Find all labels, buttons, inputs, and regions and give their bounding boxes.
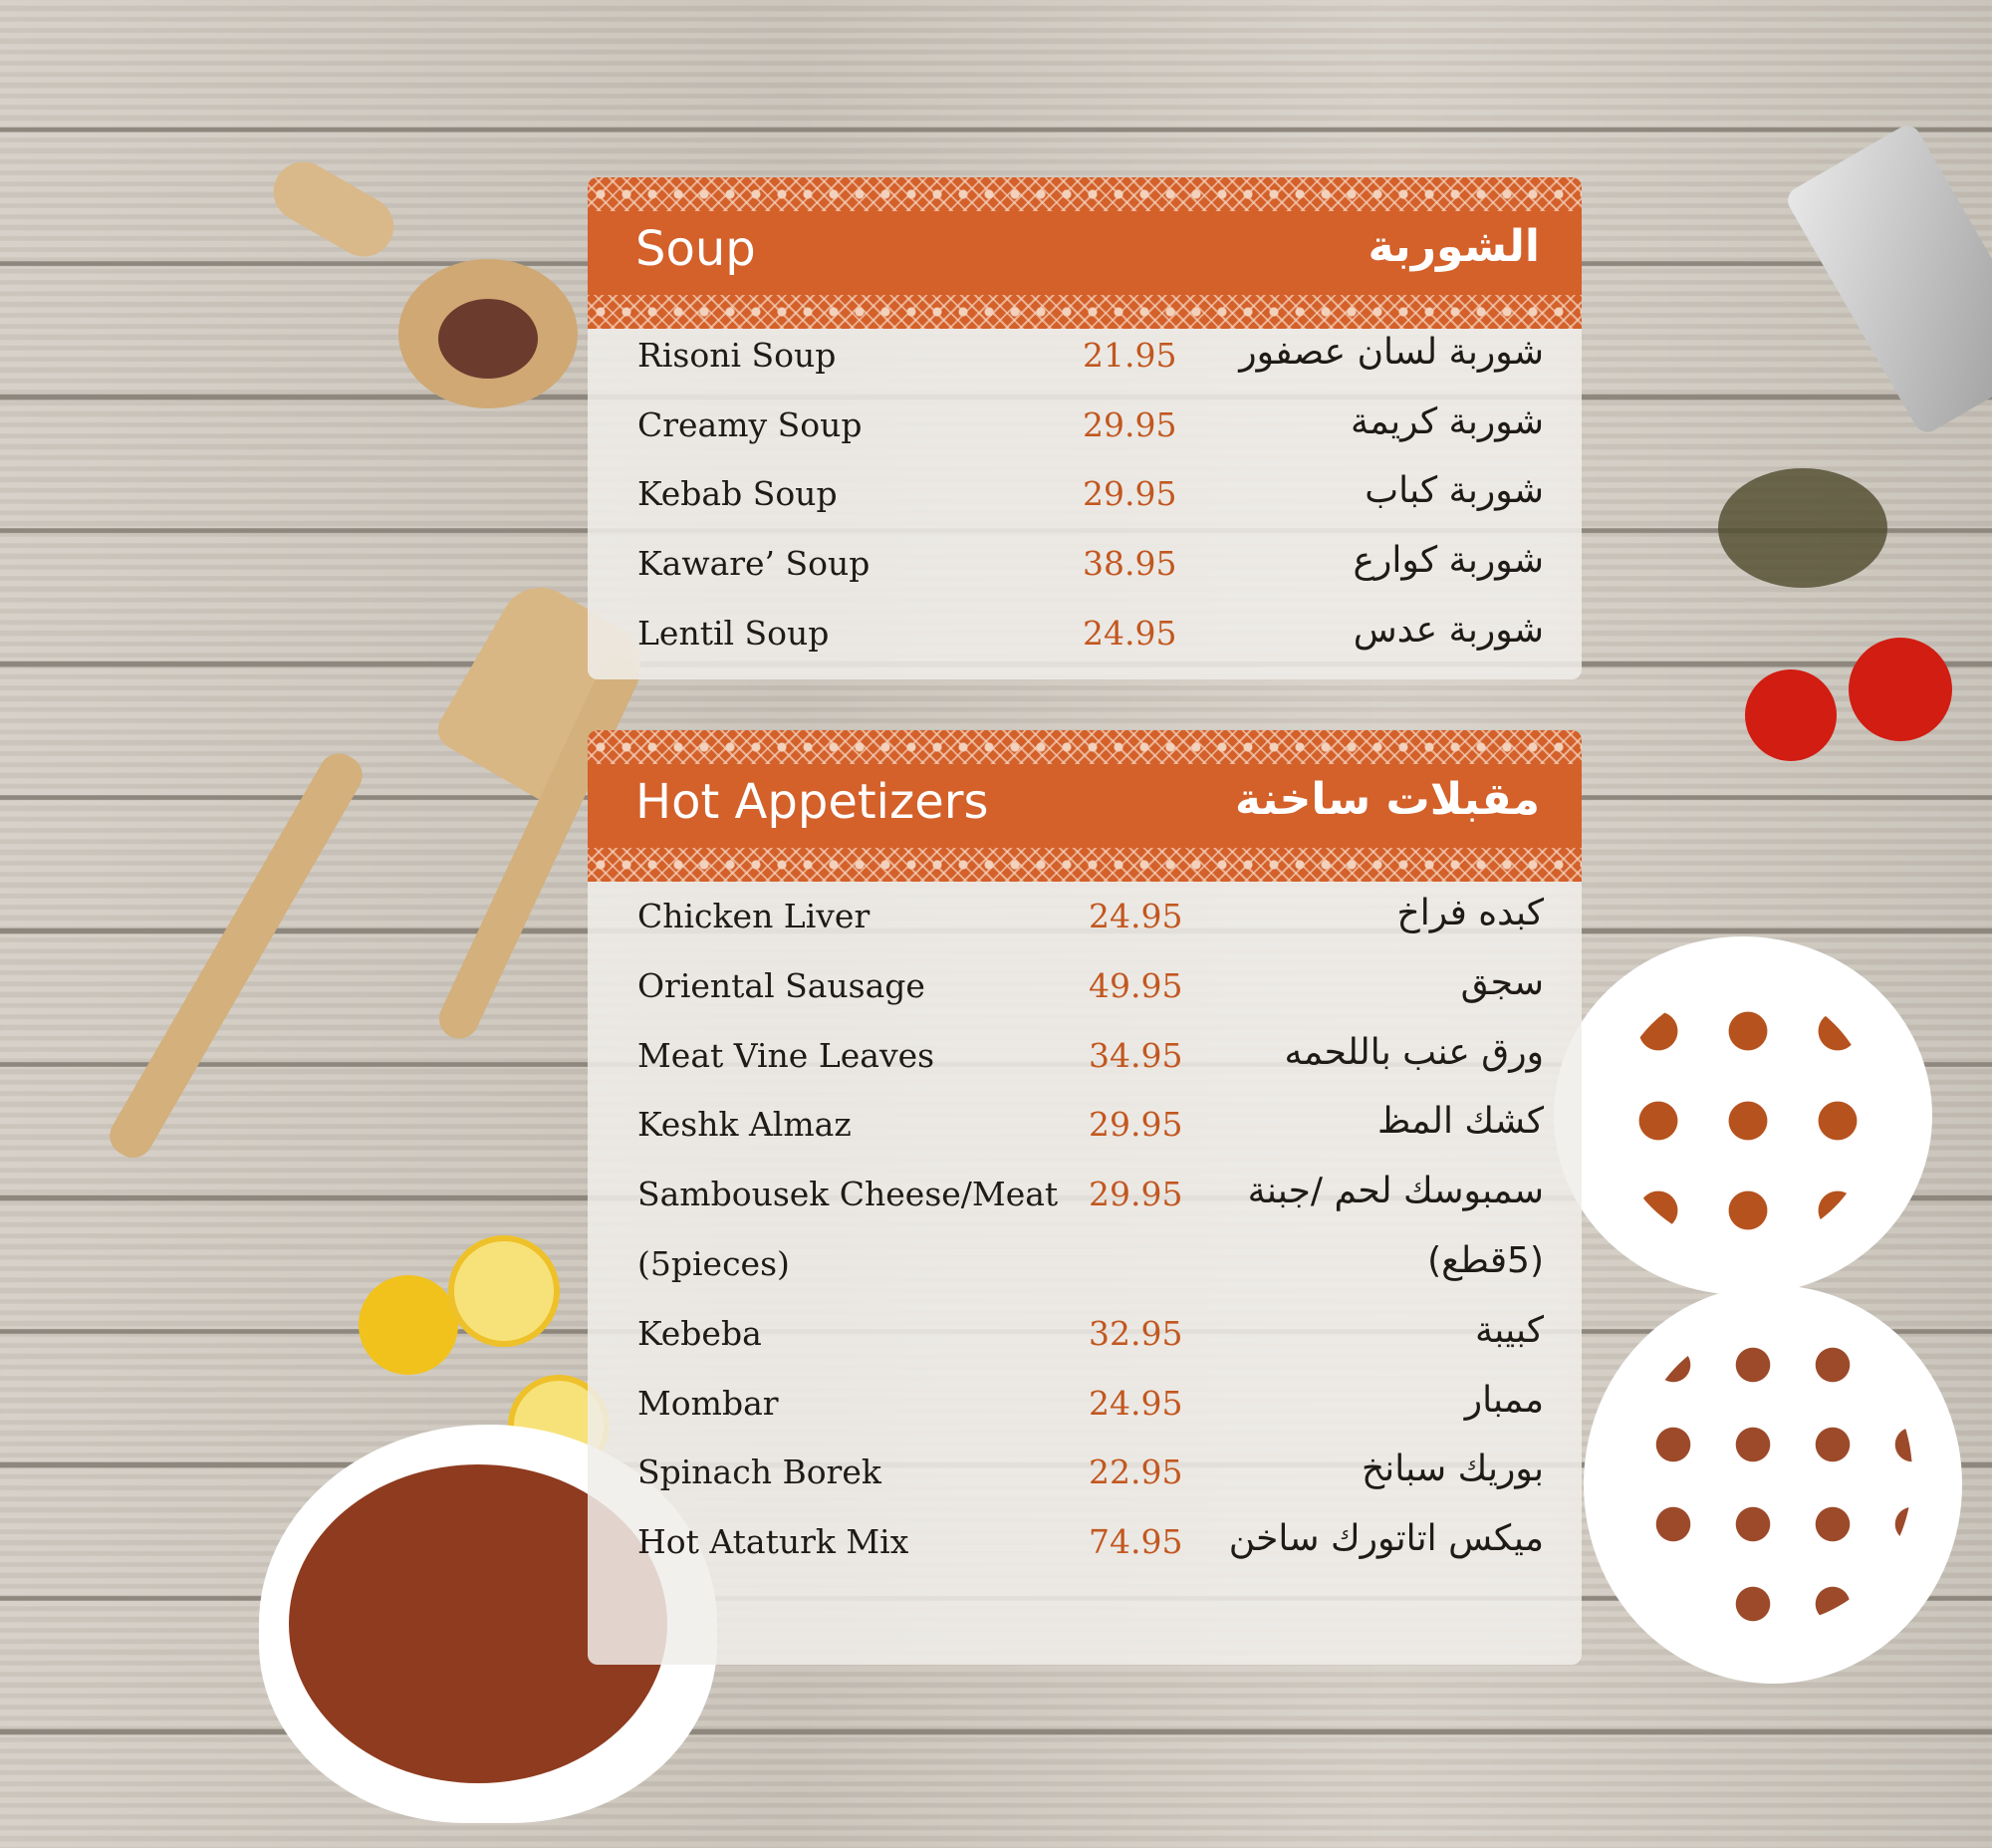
section-title-ar: مقبلات ساخنة [1235,774,1540,825]
item-price: 24.95 [1083,613,1177,653]
kibbeh-dish-image [1554,936,1932,1295]
item-name-en: Mombar [637,1383,779,1423]
herbs-image [1718,468,1887,588]
menu-item: (5pieces) (5قطع) [588,1230,1582,1300]
item-price: 22.95 [1089,1452,1183,1492]
item-price: 49.95 [1089,965,1183,1005]
item-price: 74.95 [1089,1522,1183,1562]
item-name-en: Risoni Soup [637,336,837,375]
menu-item: Lentil Soup 24.95 شوربة عدس [588,600,1582,669]
menu-item: Kaware’ Soup 38.95 شوربة كوارع [588,530,1582,600]
menu-item: Meat Vine Leaves 34.95 ورق عنب باللحمه [588,1022,1582,1092]
menu-item: Sambousek Cheese/Meat 29.95 سمبوسك لحم /جب… [588,1161,1582,1230]
item-name-en: Hot Ataturk Mix [637,1522,909,1562]
tomato-image [1849,638,1952,741]
item-name-en: (5pieces) [637,1244,790,1283]
menu-item: Keshk Almaz 29.95 كشك المظ [588,1091,1582,1161]
tomato-image [1745,669,1837,761]
soup-section: Soup الشوربة Risoni Soup 21.95 شوربة لسان … [588,177,1582,679]
item-name-ar: شوربة عدس [1353,609,1544,651]
menu-item: Risoni Soup 21.95 شوربة لسان عصفور [588,322,1582,392]
item-name-ar: شوربة كريمة [1350,400,1544,442]
item-price: 34.95 [1089,1035,1183,1075]
section-title-ar: الشوربة [1368,221,1541,272]
pattern-strip [588,730,1582,764]
item-price: 29.95 [1089,1105,1183,1145]
item-name-en: Meat Vine Leaves [637,1035,935,1075]
item-price: 29.95 [1083,404,1177,444]
menu-item: Oriental Sausage 49.95 سجق [588,952,1582,1022]
item-name-ar: سمبوسك لحم /جبنة [1247,1171,1544,1212]
wooden-spatula-image [102,573,655,1215]
section-header: Hot Appetizers مقبلات ساخنة [588,730,1582,882]
item-name-en: Kebab Soup [637,474,838,514]
pattern-strip [588,295,1582,329]
item-name-en: Chicken Liver [637,897,871,935]
wooden-scoop-image [262,150,588,428]
item-price: 38.95 [1083,544,1177,584]
item-price: 32.95 [1089,1313,1183,1353]
item-price: 21.95 [1083,336,1177,375]
item-name-en: Kaware’ Soup [637,544,871,584]
item-name-en: Sambousek Cheese/Meat [637,1175,1059,1214]
menu-item: Kebab Soup 29.95 شوربة كباب [588,460,1582,530]
item-name-ar: شوربة لسان عصفور [1239,332,1544,373]
menu-item: Creamy Soup 29.95 شوربة كريمة [588,392,1582,461]
meatball-dish-image [1584,1285,1962,1684]
item-name-ar: كبده فراخ [1396,893,1544,933]
section-title-en: Hot Appetizers [635,774,989,830]
item-name-en: Oriental Sausage [637,965,925,1005]
menu-item: Chicken Liver 24.95 كبده فراخ [588,883,1582,952]
item-name-ar: سجق [1460,961,1544,1003]
item-name-en: Kebeba [637,1313,762,1353]
item-price: 24.95 [1089,897,1183,935]
item-name-ar: شوربة كوارع [1353,540,1544,582]
menu-item: Kebeba 32.95 كبيبة [588,1300,1582,1370]
hot-appetizers-section: Hot Appetizers مقبلات ساخنة Chicken Live… [588,730,1582,1665]
menu-item: Hot Ataturk Mix 74.95 ميكس اتاتورك ساخن [588,1508,1582,1578]
item-name-en: Lentil Soup [637,613,830,653]
menu-item: Mombar 24.95 ممبار [588,1370,1582,1440]
item-name-en: Spinach Borek [637,1452,881,1492]
item-name-ar: ممبار [1464,1379,1544,1421]
section-header: Soup الشوربة [588,177,1582,329]
item-name-ar: كشك المظ [1377,1101,1544,1143]
item-price: 29.95 [1083,474,1177,514]
pattern-strip [588,848,1582,882]
item-price: 24.95 [1089,1383,1183,1423]
item-name-ar: ميكس اتاتورك ساخن [1228,1518,1544,1560]
item-name-en: Keshk Almaz [637,1105,852,1145]
item-price: 29.95 [1089,1175,1183,1214]
pattern-strip [588,177,1582,211]
item-name-ar: كبيبة [1474,1309,1544,1351]
item-name-ar: ورق عنب باللحمه [1284,1031,1544,1073]
menu-item: Spinach Borek 22.95 بوريك سبانخ [588,1439,1582,1508]
section-title-en: Soup [635,221,756,277]
item-name-ar: بوريك سبانخ [1361,1449,1544,1490]
salt-shaker-image [1783,121,1992,437]
item-name-en: Creamy Soup [637,404,863,444]
item-name-ar: شوربة كباب [1365,470,1544,512]
item-name-ar: (5قطع) [1427,1240,1544,1281]
